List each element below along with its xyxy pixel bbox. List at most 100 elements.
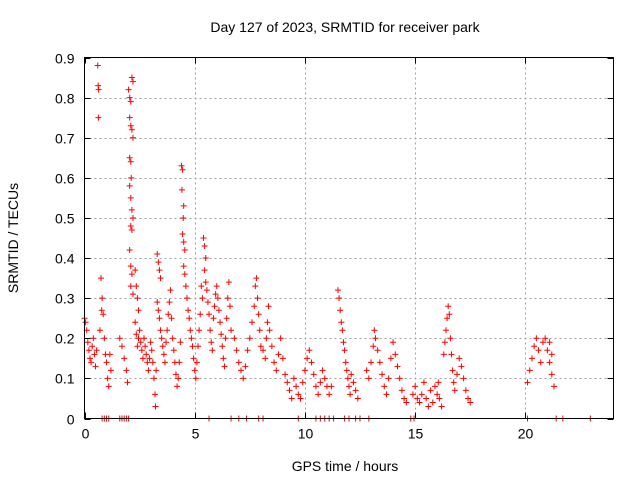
data-point xyxy=(182,283,189,290)
data-point xyxy=(179,230,186,237)
data-point xyxy=(133,331,140,338)
data-point xyxy=(533,335,540,342)
data-point xyxy=(224,295,231,302)
data-point xyxy=(246,335,253,342)
data-point xyxy=(548,371,555,378)
data-point xyxy=(195,343,202,350)
data-point xyxy=(203,287,210,294)
data-point xyxy=(537,359,544,366)
data-point xyxy=(175,375,182,382)
data-point xyxy=(157,275,164,282)
data-point xyxy=(198,283,205,290)
data-point xyxy=(416,399,423,406)
x-tick-label: 0 xyxy=(82,426,90,442)
data-point xyxy=(153,367,160,374)
y-tick-label: 0.5 xyxy=(55,211,75,227)
data-point xyxy=(317,379,324,386)
y-tick-label: 0.4 xyxy=(55,251,75,267)
data-point xyxy=(134,343,141,350)
data-point xyxy=(282,371,289,378)
data-point xyxy=(379,371,386,378)
data-point xyxy=(387,355,394,362)
data-point xyxy=(127,122,134,129)
data-point xyxy=(127,158,134,165)
data-point xyxy=(180,214,187,221)
data-point xyxy=(340,339,347,346)
data-point xyxy=(118,343,125,350)
data-point xyxy=(548,351,555,358)
data-point xyxy=(275,351,282,358)
data-point xyxy=(180,263,187,270)
data-point xyxy=(156,315,163,322)
data-point xyxy=(192,375,199,382)
data-point xyxy=(370,343,377,350)
data-point xyxy=(254,295,261,302)
data-point xyxy=(253,275,260,282)
data-point xyxy=(334,287,341,294)
data-point xyxy=(462,387,469,394)
data-point xyxy=(152,403,159,410)
data-point xyxy=(92,363,99,370)
data-point xyxy=(365,375,372,382)
data-point xyxy=(191,367,198,374)
data-point xyxy=(149,359,156,366)
data-point xyxy=(385,375,392,382)
data-point xyxy=(210,315,217,322)
data-point xyxy=(337,307,344,314)
data-point xyxy=(98,275,105,282)
data-point xyxy=(265,303,272,310)
data-point xyxy=(396,375,403,382)
data-point xyxy=(418,391,425,398)
data-point xyxy=(257,343,264,350)
data-point xyxy=(338,319,345,326)
data-point xyxy=(158,335,165,342)
data-point xyxy=(170,347,177,354)
data-point xyxy=(343,367,350,374)
data-point xyxy=(467,399,474,406)
data-point xyxy=(328,383,335,390)
data-point xyxy=(451,387,458,394)
data-point xyxy=(392,351,399,358)
data-point xyxy=(425,403,432,410)
y-axis-label: SRMTID / TECUs xyxy=(5,183,21,293)
data-point xyxy=(228,327,235,334)
data-point xyxy=(202,255,209,262)
data-point xyxy=(150,375,157,382)
data-point xyxy=(146,355,153,362)
data-point xyxy=(284,379,291,386)
data-point xyxy=(450,379,457,386)
data-point xyxy=(524,379,531,386)
data-point xyxy=(199,295,206,302)
data-point xyxy=(372,335,379,342)
data-point xyxy=(136,327,143,334)
data-point xyxy=(448,351,455,358)
data-point xyxy=(420,379,427,386)
data-point xyxy=(244,347,251,354)
data-point xyxy=(209,347,216,354)
data-point xyxy=(187,327,194,334)
data-point xyxy=(414,395,421,402)
data-point xyxy=(93,347,100,354)
data-point xyxy=(95,114,102,121)
y-tick-label: 0.9 xyxy=(55,51,75,67)
data-point xyxy=(96,327,103,334)
data-point xyxy=(528,355,535,362)
data-point xyxy=(155,307,162,314)
data-point xyxy=(147,339,154,346)
data-point xyxy=(126,247,133,254)
data-point xyxy=(526,367,533,374)
data-point xyxy=(376,359,383,366)
y-tick-label: 0.3 xyxy=(55,291,75,307)
data-point xyxy=(531,343,538,350)
data-point xyxy=(179,166,186,173)
data-point xyxy=(312,383,319,390)
data-point xyxy=(348,371,355,378)
data-point xyxy=(339,327,346,334)
data-point xyxy=(268,343,275,350)
data-point xyxy=(456,355,463,362)
data-point xyxy=(423,395,430,402)
data-point xyxy=(306,347,313,354)
data-point xyxy=(446,311,453,318)
data-point xyxy=(262,355,269,362)
